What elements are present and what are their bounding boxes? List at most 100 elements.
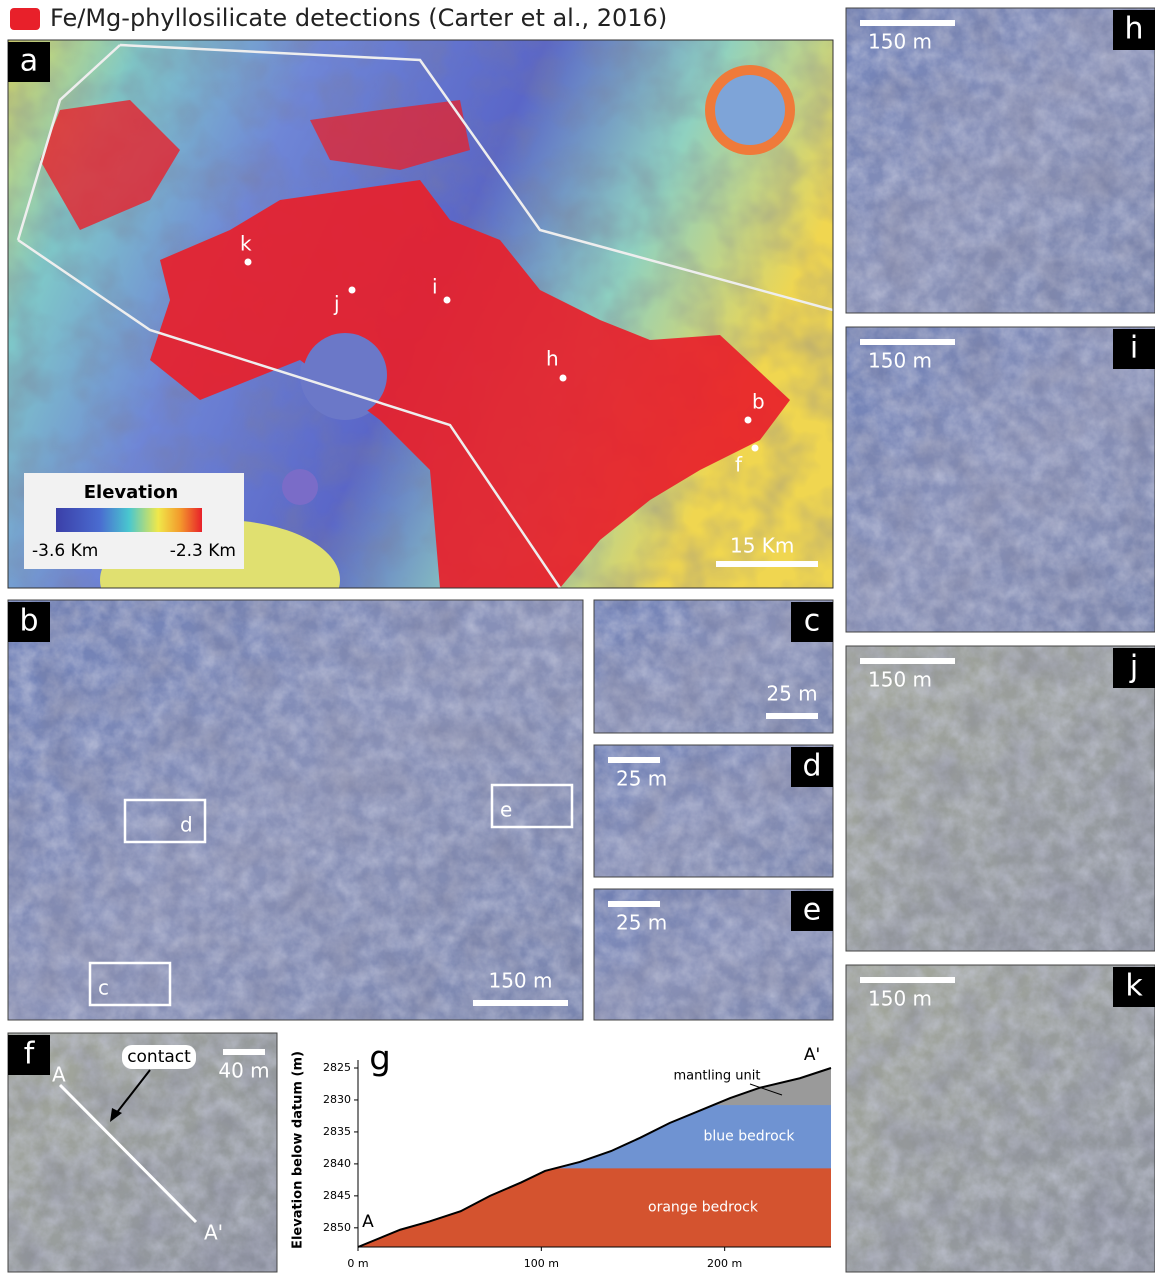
y-axis-label: Elevation below datum (m) — [291, 1051, 306, 1249]
label-box — [791, 602, 833, 642]
image-panels: b 150 m c 25 m d 25 m e 25 m f 40 m h 150 m i 150 m j 1… — [7, 7, 1155, 1273]
panel-label: i — [1130, 331, 1138, 366]
scale-label: 15 Km — [730, 534, 794, 558]
panel-frame — [7, 1032, 278, 1273]
scale-label: 150 m — [488, 969, 552, 993]
layer-label: mantling unit — [673, 1069, 760, 1084]
scale-bar — [223, 1049, 265, 1055]
label-pointer — [749, 1083, 783, 1096]
colorbar — [56, 508, 202, 532]
colorbar-title: Elevation — [84, 482, 179, 503]
scale-label: 150 m — [868, 30, 932, 54]
endpoint-label: A — [52, 1063, 66, 1087]
inset-label: e — [500, 798, 512, 822]
scale-label: 150 m — [868, 349, 932, 373]
site-label: j — [333, 292, 340, 316]
site-label: b — [752, 390, 765, 414]
panel-frame — [845, 645, 1155, 952]
scale-label: 25 m — [616, 767, 667, 791]
label-box — [791, 891, 833, 931]
annotation-box — [122, 1045, 196, 1069]
panel-k: k 150 m — [845, 964, 1155, 1273]
site-label: k — [240, 232, 252, 256]
legend-swatch — [10, 8, 40, 30]
panel-f-annotations: A A' contact — [52, 1045, 223, 1245]
legend-label: Fe/Mg-phyllosilicate detections (Carter … — [50, 4, 667, 32]
panel-label: j — [1129, 650, 1138, 685]
scale-bar — [608, 757, 660, 763]
image-shading — [846, 327, 1155, 632]
panel-label: a — [20, 44, 38, 79]
panel-frame — [7, 599, 584, 1021]
endpoint-label: A — [362, 1212, 374, 1232]
image-shading — [8, 600, 583, 1020]
image-shading — [846, 646, 1155, 951]
image-shading — [8, 1033, 277, 1272]
label-box — [1113, 648, 1155, 688]
endpoint-label: A' — [804, 1045, 820, 1065]
label-box — [1113, 329, 1155, 369]
label-box — [8, 602, 50, 642]
y-tick-label: 2835 — [323, 1125, 351, 1138]
annotation: contact — [127, 1047, 191, 1067]
image-shading — [846, 965, 1155, 1272]
inset-box — [123, 798, 207, 844]
panel-f: f 40 m — [7, 1032, 278, 1273]
layer-fill — [358, 1168, 831, 1247]
label-box — [8, 42, 50, 82]
panel-b: b 150 m — [7, 599, 584, 1021]
scale-bar — [860, 20, 955, 26]
panel-label: k — [1125, 969, 1143, 1004]
panel-d: d 25 m — [593, 744, 834, 878]
scale-bar — [860, 339, 955, 345]
scale-bar — [608, 901, 660, 907]
image-shading — [846, 8, 1155, 313]
label-box — [1113, 967, 1155, 1007]
y-tick-label: 2825 — [323, 1061, 351, 1074]
site-label: h — [546, 347, 559, 371]
scale-bar — [860, 977, 955, 983]
scale-bar — [473, 1000, 568, 1006]
panel-frame — [593, 888, 834, 1021]
scale-label: 150 m — [868, 987, 932, 1011]
profile-line — [357, 1067, 832, 1248]
panel-frame — [845, 326, 1155, 633]
sites: k j i h b f — [240, 232, 765, 477]
panel-frame — [7, 39, 834, 589]
colorbar-max: -2.3 Km — [170, 541, 236, 561]
layer-label: blue bedrock — [704, 1129, 796, 1145]
panel-j: j 150 m — [845, 645, 1155, 952]
scale-bar — [716, 561, 818, 567]
panel-frame — [593, 744, 834, 878]
x-tick-label: 100 m — [524, 1257, 559, 1270]
inset-label: c — [98, 976, 109, 1000]
panel-frame — [845, 964, 1155, 1273]
site-label: i — [432, 275, 438, 299]
scale-label: 150 m — [868, 668, 932, 692]
panel-frame — [845, 7, 1155, 314]
profile-chart: 2825 2830 2835 2840 2845 2850 0 m 100 m 200 m Ele… — [291, 1039, 832, 1270]
inset-box — [490, 783, 574, 829]
label-box — [791, 747, 833, 787]
y-tick-label: 2840 — [323, 1157, 351, 1170]
x-tick-label: 200 m — [707, 1257, 742, 1270]
label-box — [1113, 10, 1155, 50]
layer-label: orange bedrock — [648, 1200, 759, 1216]
panel-label: b — [19, 604, 38, 639]
panel-e: e 25 m — [593, 888, 834, 1021]
panel-label: f — [24, 1037, 36, 1072]
panel-label: g — [369, 1039, 391, 1079]
label-box — [8, 1035, 50, 1075]
colorbar-min: -3.6 Km — [32, 541, 98, 561]
panel-label: d — [802, 749, 821, 784]
endpoint-label: A' — [204, 1221, 223, 1245]
y-tick-label: 2830 — [323, 1093, 351, 1106]
inset-box — [88, 961, 172, 1007]
panel-a — [8, 40, 833, 588]
panel-h: h 150 m — [845, 7, 1155, 314]
panel-frame — [593, 599, 834, 734]
scale-label: 25 m — [616, 911, 667, 935]
scale-bar — [766, 713, 818, 719]
x-tick-label: 0 m — [347, 1257, 368, 1270]
